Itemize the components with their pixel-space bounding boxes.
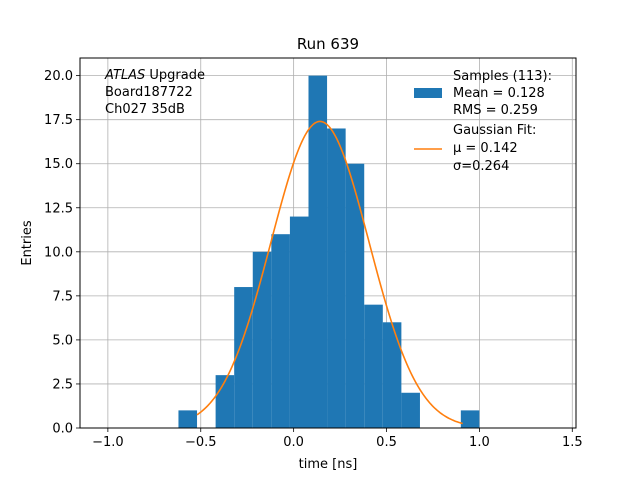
atlas-annotation: ATLAS Upgrade Board187722 Ch027 35dB [104,68,205,117]
histogram-bar [252,251,272,428]
legend: Samples (113): Mean = 0.128 RMS = 0.259 … [414,69,552,174]
svg-text:ATLAS Upgrade: ATLAS Upgrade [104,68,205,83]
histogram-bar [460,410,480,428]
x-tick-label: 0.0 [283,435,304,450]
histogram-bar [345,163,365,428]
x-tick-label: 0.5 [376,435,397,450]
x-tick-label: 1.5 [562,435,583,450]
histogram-bar [234,287,253,428]
histogram-bar [289,216,309,428]
y-tick-label: 10.0 [44,245,73,260]
y-tick-label: 0.0 [52,422,73,437]
legend-fit-sigma: σ=0.264 [453,159,509,174]
y-tick-label: 20.0 [44,69,73,84]
histogram-bar [382,322,402,428]
y-tick-label: 5.0 [52,333,73,348]
legend-samples-swatch [414,88,442,98]
x-axis-label: time [ns] [299,457,358,472]
legend-samples-label: Samples (113): [453,69,552,84]
histogram-bar [364,304,383,428]
histogram-bar [401,392,420,428]
atlas-label: ATLAS [104,68,145,83]
histogram-bars [178,75,480,428]
x-tick-label: −1.0 [92,435,124,450]
channel-label: Ch027 35dB [105,102,185,117]
chart-title: Run 639 [297,35,359,53]
x-tick-label: −0.5 [185,435,217,450]
histogram-bar [327,128,346,428]
plot-frame [79,57,577,429]
y-tick-label: 17.5 [44,113,73,128]
histogram-bar [308,75,328,428]
histogram-bar [178,410,198,428]
upgrade-label: Upgrade [145,68,205,83]
y-tick-label: 12.5 [44,201,73,216]
histogram-bar [215,375,235,428]
y-axis-label: Entries [20,220,35,266]
legend-samples-mean: Mean = 0.128 [453,86,545,101]
y-tick-label: 2.5 [52,377,73,392]
gaussian-fit-curve [196,120,463,425]
y-axis-ticks: 0.0 2.5 5.0 7.5 10.0 12.5 15.0 17.5 20.0 [44,69,80,437]
legend-samples-rms: RMS = 0.259 [453,103,538,118]
legend-fit-label: Gaussian Fit: [453,123,536,138]
legend-fit-mu: μ = 0.142 [453,141,518,156]
y-tick-label: 15.0 [44,157,73,172]
x-tick-label: 1.0 [469,435,490,450]
y-tick-label: 7.5 [52,289,73,304]
board-label: Board187722 [105,85,193,100]
gaussian-fit-line [196,120,463,425]
x-axis-ticks: −1.0 −0.5 0.0 0.5 1.0 1.5 [92,428,583,450]
histogram-bar [271,234,290,428]
